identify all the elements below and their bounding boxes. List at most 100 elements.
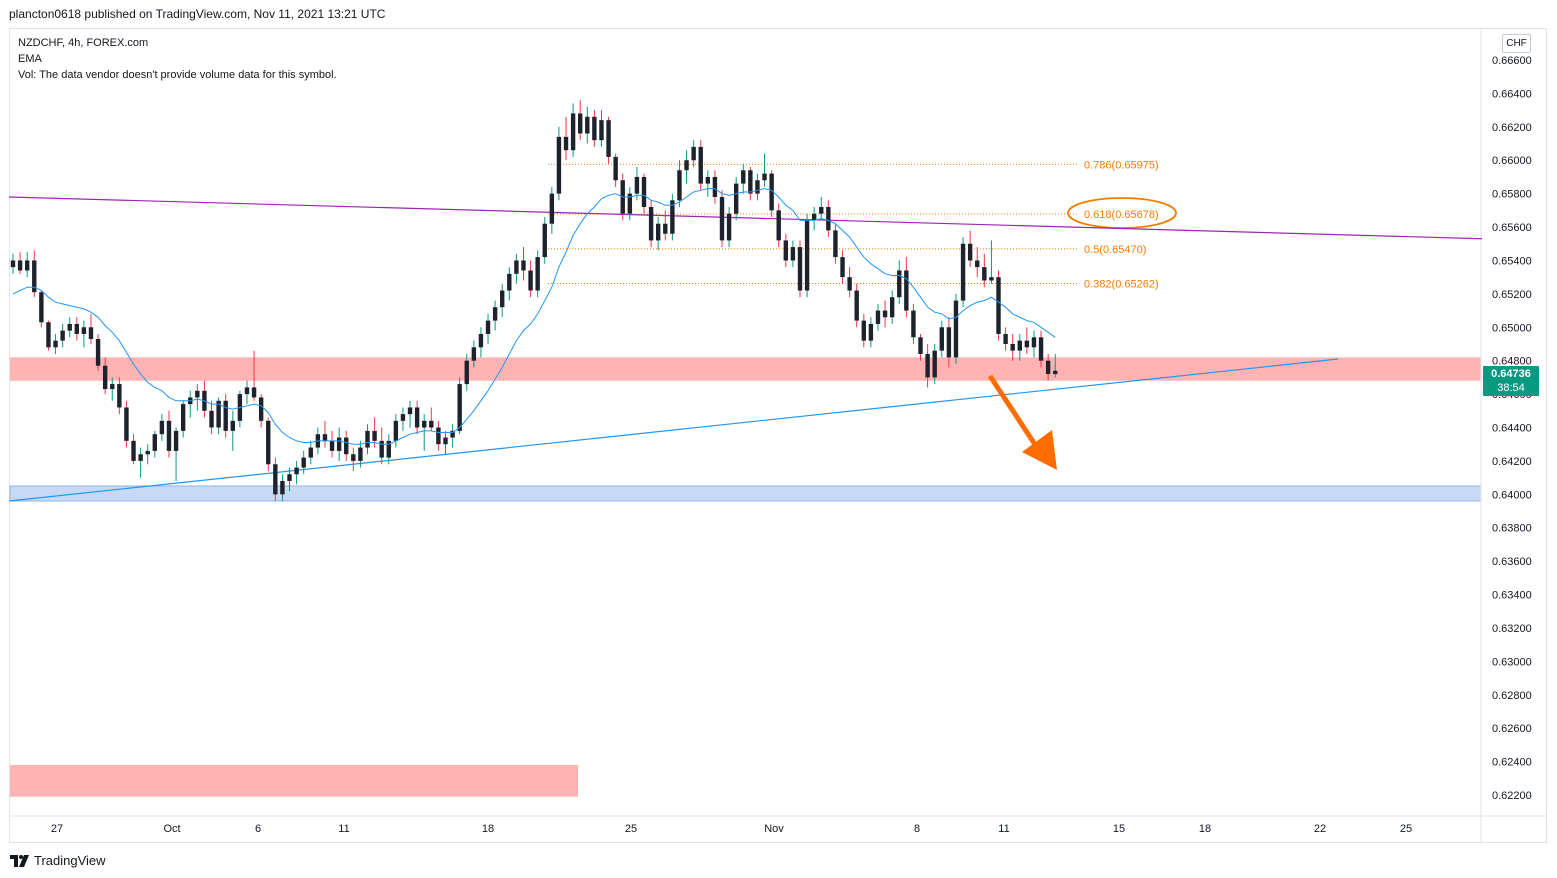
candle-body	[173, 430, 179, 451]
price-tick-label: 0.65600	[1492, 222, 1532, 234]
descending-trendline[interactable]	[8, 196, 1483, 240]
candle-body	[258, 397, 264, 421]
price-axis[interactable]: 0.66600 0.66400 0.66200 0.66000 0.65800 0.656…	[1492, 55, 1532, 802]
price-tick-label: 0.62600	[1492, 723, 1532, 735]
candle-body	[698, 146, 703, 184]
candle-body	[705, 176, 711, 184]
currency-button[interactable]: CHF	[1502, 34, 1531, 53]
candle-body	[627, 193, 633, 214]
candle-body	[514, 260, 519, 274]
time-tick-label: 27	[51, 823, 63, 835]
candle-body	[159, 420, 165, 435]
candle-body	[301, 457, 306, 468]
candle-body	[521, 260, 526, 271]
bar-countdown: 38:54	[1497, 382, 1525, 394]
candle-body	[528, 270, 533, 291]
candle-body	[712, 176, 718, 197]
price-tick-label: 0.65200	[1492, 289, 1532, 301]
candle-body	[925, 354, 930, 378]
candle-body	[641, 176, 647, 208]
price-tick-label: 0.64200	[1492, 456, 1532, 468]
candle-body	[244, 387, 250, 395]
candle-body	[599, 120, 604, 141]
candle-body	[854, 290, 859, 321]
candle-body	[138, 454, 143, 461]
down-arrow-head[interactable]	[1022, 430, 1057, 470]
candle-body	[918, 337, 923, 355]
down-arrow-shaft[interactable]	[987, 374, 1039, 448]
time-tick-label: 8	[914, 823, 920, 835]
candle-body	[95, 338, 101, 366]
candle-body	[953, 300, 959, 358]
fib-level-label: 0.618(0.65678)	[1084, 209, 1159, 221]
candle-body	[117, 384, 122, 408]
time-tick-label: 11	[338, 823, 349, 835]
candle-body	[414, 407, 420, 428]
candle-body	[648, 207, 654, 241]
candle-body	[578, 113, 583, 134]
price-tick-label: 0.64800	[1492, 356, 1532, 368]
candle-body	[691, 146, 696, 161]
ema-indicator-label[interactable]: EMA	[18, 53, 42, 65]
candle-body	[833, 230, 838, 258]
chart-legend: NZDCHF, 4h, FOREX.com EMA Vol: The data …	[18, 35, 337, 83]
time-axis[interactable]: 27 Oct 6 11 18 25 Nov 8 11 15 18 22 25	[51, 823, 1412, 835]
candle-body	[24, 260, 30, 271]
price-tick-label: 0.65400	[1492, 255, 1532, 267]
candle-body	[88, 327, 94, 339]
candle-body	[655, 223, 661, 241]
candle-body	[889, 297, 895, 318]
candle-body	[17, 260, 23, 271]
tradingview-brand[interactable]: TradingView	[10, 852, 106, 870]
candle-body	[1024, 340, 1030, 348]
candle-body	[911, 310, 916, 338]
candle-body	[195, 390, 200, 398]
ascending-trendline[interactable]	[8, 358, 1339, 502]
price-tick-label: 0.66200	[1492, 122, 1532, 134]
ema-line	[12, 188, 1056, 445]
candle-body	[592, 116, 597, 141]
candle-body	[741, 170, 746, 184]
candle-body	[776, 210, 781, 241]
candle-body	[1017, 340, 1022, 351]
price-tick-label: 0.65800	[1492, 189, 1532, 201]
candle-body	[500, 290, 505, 308]
candle-body	[549, 193, 555, 224]
candle-body	[960, 243, 966, 301]
candle-body	[251, 387, 257, 398]
candle-body	[1053, 370, 1058, 375]
annotation-layer[interactable]	[987, 374, 1057, 470]
candle-body	[485, 320, 491, 334]
candle-body	[989, 277, 994, 281]
last-price-value: 0.64736	[1491, 368, 1531, 380]
fibonacci-layer: 0.786(0.65975) 0.618(0.65678) 0.5(0.65470)…	[548, 159, 1177, 291]
candle-body	[379, 440, 384, 458]
symbol-label[interactable]: NZDCHF, 4h, FOREX.com	[18, 37, 149, 49]
candle-body	[365, 430, 370, 448]
time-tick-label: Oct	[163, 823, 180, 835]
candle-body	[847, 277, 852, 291]
price-tick-label: 0.63000	[1492, 656, 1532, 668]
candle-body	[967, 243, 973, 261]
candle-body	[492, 307, 498, 321]
candle-body	[32, 260, 37, 293]
candle-body	[719, 196, 725, 241]
candle-body	[996, 277, 1001, 334]
fib-level-label: 0.786(0.65975)	[1084, 159, 1159, 171]
candle-body	[613, 156, 618, 181]
candle-body	[53, 340, 58, 348]
time-tick-label: 25	[625, 823, 637, 835]
publisher-line: plancton0618 published on TradingView.co…	[9, 7, 386, 21]
candle-body	[67, 323, 72, 331]
candle-body	[563, 136, 569, 151]
candle-body	[975, 260, 980, 268]
candle-body	[131, 440, 136, 461]
trendlines-layer[interactable]	[8, 196, 1483, 502]
candle-body	[471, 347, 477, 361]
fib-level-label: 0.5(0.65470)	[1084, 244, 1146, 256]
candle-body	[733, 183, 739, 214]
candle-body	[982, 267, 987, 281]
candle-body	[10, 260, 16, 268]
candle-body	[329, 440, 335, 451]
